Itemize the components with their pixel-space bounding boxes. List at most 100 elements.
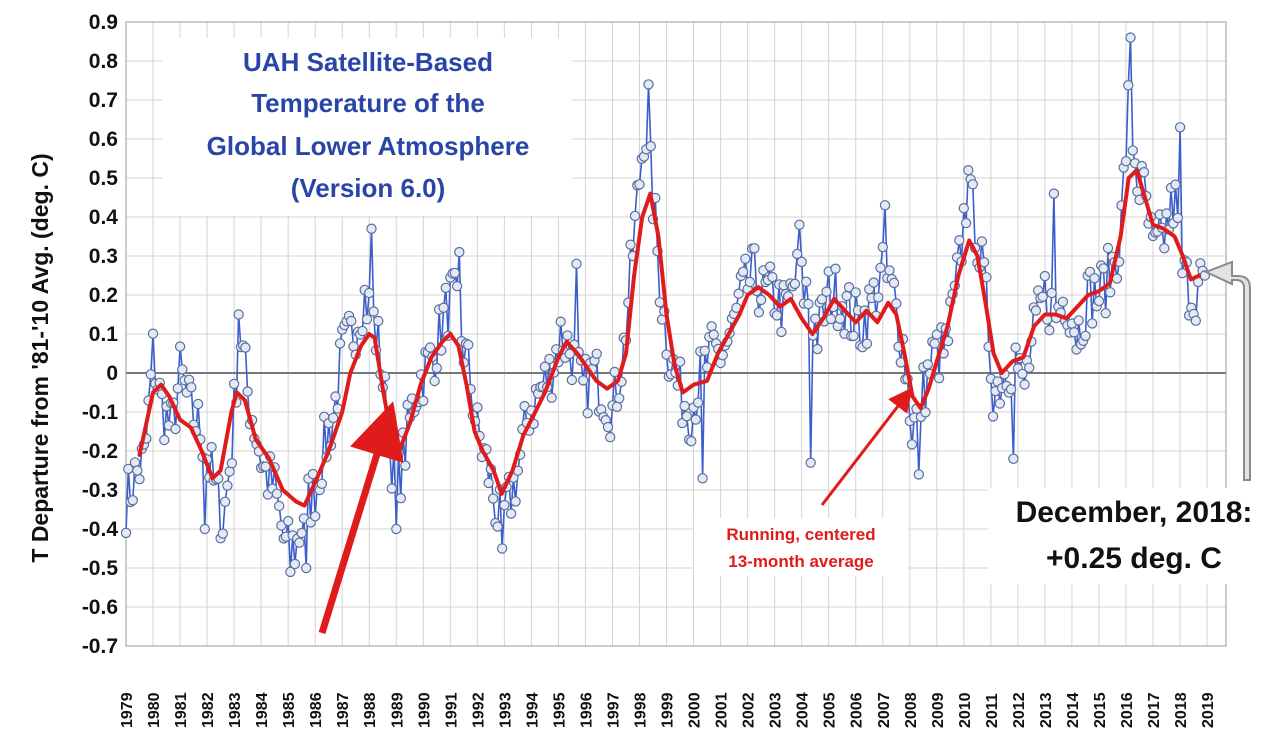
monthly-point — [186, 382, 197, 393]
monthly-point — [361, 314, 373, 325]
monthly-point — [1073, 315, 1084, 326]
monthly-point — [954, 234, 965, 246]
monthly-point — [848, 330, 859, 342]
monthly-point — [499, 499, 510, 511]
monthly-point — [334, 338, 346, 349]
x-tick-label: 2000 — [687, 692, 704, 728]
monthly-point — [830, 263, 841, 274]
x-tick-label: 2008 — [903, 692, 920, 728]
monthly-point — [440, 282, 451, 293]
x-tick-label: 2018 — [1173, 692, 1190, 728]
monthly-point — [967, 179, 979, 190]
monthly-point — [933, 373, 945, 384]
callout-arrow — [1203, 260, 1251, 481]
running-average-line — [137, 168, 1201, 508]
monthly-point — [891, 298, 902, 309]
x-tick-label: 1982 — [200, 692, 217, 728]
monthly-point — [1138, 166, 1150, 178]
series-running-average — [137, 168, 1201, 508]
x-tick-label: 2009 — [930, 692, 947, 728]
monthly-point — [987, 411, 999, 422]
x-tick-label: 2015 — [1092, 692, 1109, 728]
monthly-point — [1068, 327, 1080, 338]
monthly-point — [219, 496, 231, 507]
monthly-point — [296, 527, 307, 539]
monthly-point — [177, 364, 188, 375]
monthly-point — [395, 493, 406, 504]
monthly-point — [1057, 296, 1069, 307]
x-tick-label: 2011 — [984, 693, 1001, 728]
monthly-point — [976, 236, 988, 247]
monthly-point — [805, 457, 816, 468]
monthly-point — [744, 276, 756, 288]
chart-title: UAH Satellite-Based Temperature of the G… — [162, 38, 572, 216]
x-tick-label: 1997 — [605, 692, 622, 728]
monthly-point — [960, 217, 972, 229]
y-tick-label: -0.7 — [82, 635, 118, 658]
x-tick-label: 1990 — [416, 692, 433, 728]
monthly-point — [271, 488, 283, 499]
monthly-point — [634, 179, 645, 190]
monthly-point — [546, 392, 557, 403]
monthly-point — [539, 361, 551, 372]
y-tick-label: 0.9 — [89, 11, 118, 34]
monthly-point — [686, 436, 697, 447]
monthly-point — [364, 287, 375, 299]
monthly-point — [145, 369, 156, 380]
monthly-point — [192, 398, 204, 410]
monthly-point — [963, 164, 974, 176]
monthly-point — [888, 277, 900, 289]
monthly-point — [645, 140, 657, 152]
monthly-point — [285, 566, 296, 578]
monthly-point — [1120, 155, 1132, 167]
monthly-point — [737, 266, 749, 277]
monthly-point — [496, 543, 508, 554]
monthly-point — [1174, 122, 1186, 133]
monthly-point — [611, 401, 623, 412]
monthly-point — [222, 480, 233, 491]
monthly-point — [879, 200, 891, 211]
x-tick-label: 2013 — [1038, 692, 1055, 728]
y-tick-label: 0.3 — [89, 245, 118, 268]
monthly-point — [366, 223, 377, 234]
y-tick-label: 0.7 — [89, 89, 118, 112]
monthly-point — [1046, 287, 1057, 299]
monthly-point — [357, 325, 368, 337]
monthly-point — [483, 477, 494, 489]
monthly-point — [906, 439, 918, 450]
monthly-point — [708, 329, 720, 340]
monthly-point — [803, 298, 814, 310]
pointer-arrow-2008 — [820, 387, 913, 506]
monthly-point — [373, 315, 384, 327]
x-tick-label: 1984 — [254, 692, 271, 728]
avg-note-line-2: 13-month average — [728, 552, 874, 571]
y-tick-label: 0 — [106, 362, 118, 385]
monthly-point — [1039, 270, 1051, 282]
y-tick-label: -0.1 — [82, 401, 119, 424]
monthly-point — [555, 316, 566, 327]
title-line-3: Global Lower Atmosphere — [207, 131, 530, 161]
monthly-point — [740, 253, 751, 264]
monthly-point — [789, 278, 801, 290]
monthly-point — [602, 421, 614, 433]
y-tick-label: -0.5 — [82, 557, 119, 580]
monthly-point — [316, 478, 328, 489]
monthly-point — [706, 321, 717, 332]
y-tick-label: -0.6 — [82, 596, 118, 619]
monthly-point — [843, 282, 855, 293]
monthly-point — [922, 359, 934, 370]
monthly-point — [1048, 188, 1060, 199]
monthly-point — [1089, 273, 1100, 284]
monthly-point — [1102, 242, 1114, 254]
monthly-point — [868, 277, 879, 288]
x-tick-label: 1987 — [335, 692, 352, 728]
monthly-point — [674, 356, 686, 367]
monthly-point — [1023, 362, 1035, 373]
y-tick-label: -0.3 — [82, 479, 118, 502]
monthly-point — [260, 461, 271, 472]
x-axis-ticks: 1979 1980 1981 1982 1983 1984 1985 1986 1987 1988… — [119, 692, 1217, 728]
monthly-point — [679, 400, 690, 412]
callout-line-1: December, 2018: — [1016, 496, 1253, 529]
monthly-point — [217, 528, 228, 539]
